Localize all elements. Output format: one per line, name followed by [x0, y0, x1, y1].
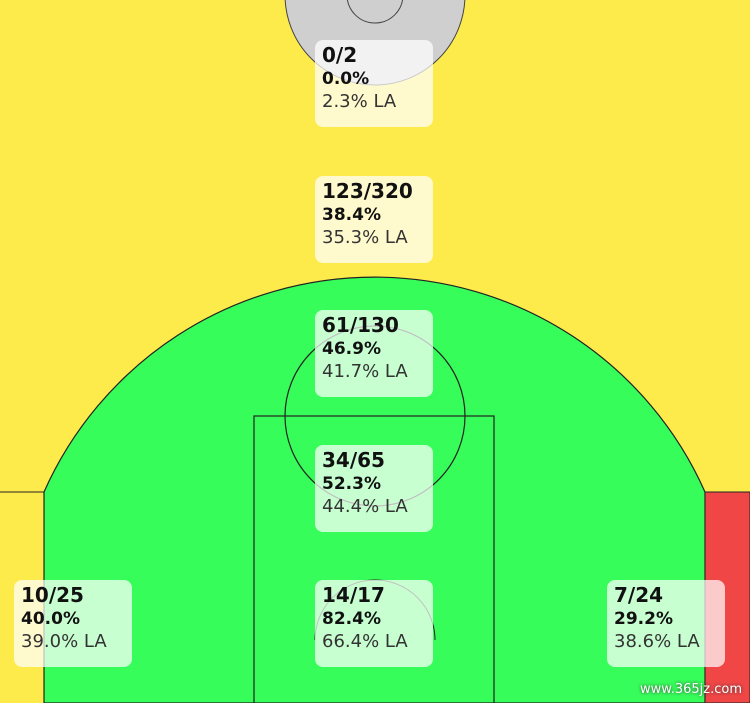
- made-attempted: 0/2: [322, 43, 358, 67]
- percentage: 38.4%: [322, 205, 381, 225]
- league-average: 44.4% LA: [322, 496, 408, 518]
- made-attempted: 10/25: [21, 583, 84, 607]
- zone-label: 7/24 29.2% 38.6% LA: [607, 580, 725, 667]
- zone-label: 123/320 38.4% 35.3% LA: [315, 176, 433, 263]
- zone-label: 14/17 82.4% 66.4% LA: [315, 580, 433, 667]
- watermark: www.365jz.com: [640, 682, 742, 697]
- league-average: 39.0% LA: [21, 631, 107, 653]
- paint: [253, 415, 495, 703]
- made-attempted: 123/320: [322, 179, 413, 203]
- league-average: 35.3% LA: [322, 227, 408, 249]
- center-inner-circle: [346, 0, 404, 24]
- zone-label: 34/65 52.3% 44.4% LA: [315, 445, 433, 532]
- percentage: 52.3%: [322, 474, 381, 494]
- zone-label: 10/25 40.0% 39.0% LA: [14, 580, 132, 667]
- percentage: 40.0%: [21, 609, 80, 629]
- league-average: 66.4% LA: [322, 631, 408, 653]
- made-attempted: 34/65: [322, 448, 385, 472]
- zone-label: 61/130 46.9% 41.7% LA: [315, 310, 433, 397]
- league-average: 41.7% LA: [322, 361, 408, 383]
- made-attempted: 61/130: [322, 313, 399, 337]
- percentage: 82.4%: [322, 609, 381, 629]
- percentage: 0.0%: [322, 69, 370, 89]
- percentage: 46.9%: [322, 339, 381, 359]
- made-attempted: 14/17: [322, 583, 385, 607]
- zone-label: 0/2 0.0% 2.3% LA: [315, 40, 433, 127]
- made-attempted: 7/24: [614, 583, 664, 607]
- percentage: 29.2%: [614, 609, 673, 629]
- league-average: 38.6% LA: [614, 631, 700, 653]
- league-average: 2.3% LA: [322, 91, 397, 113]
